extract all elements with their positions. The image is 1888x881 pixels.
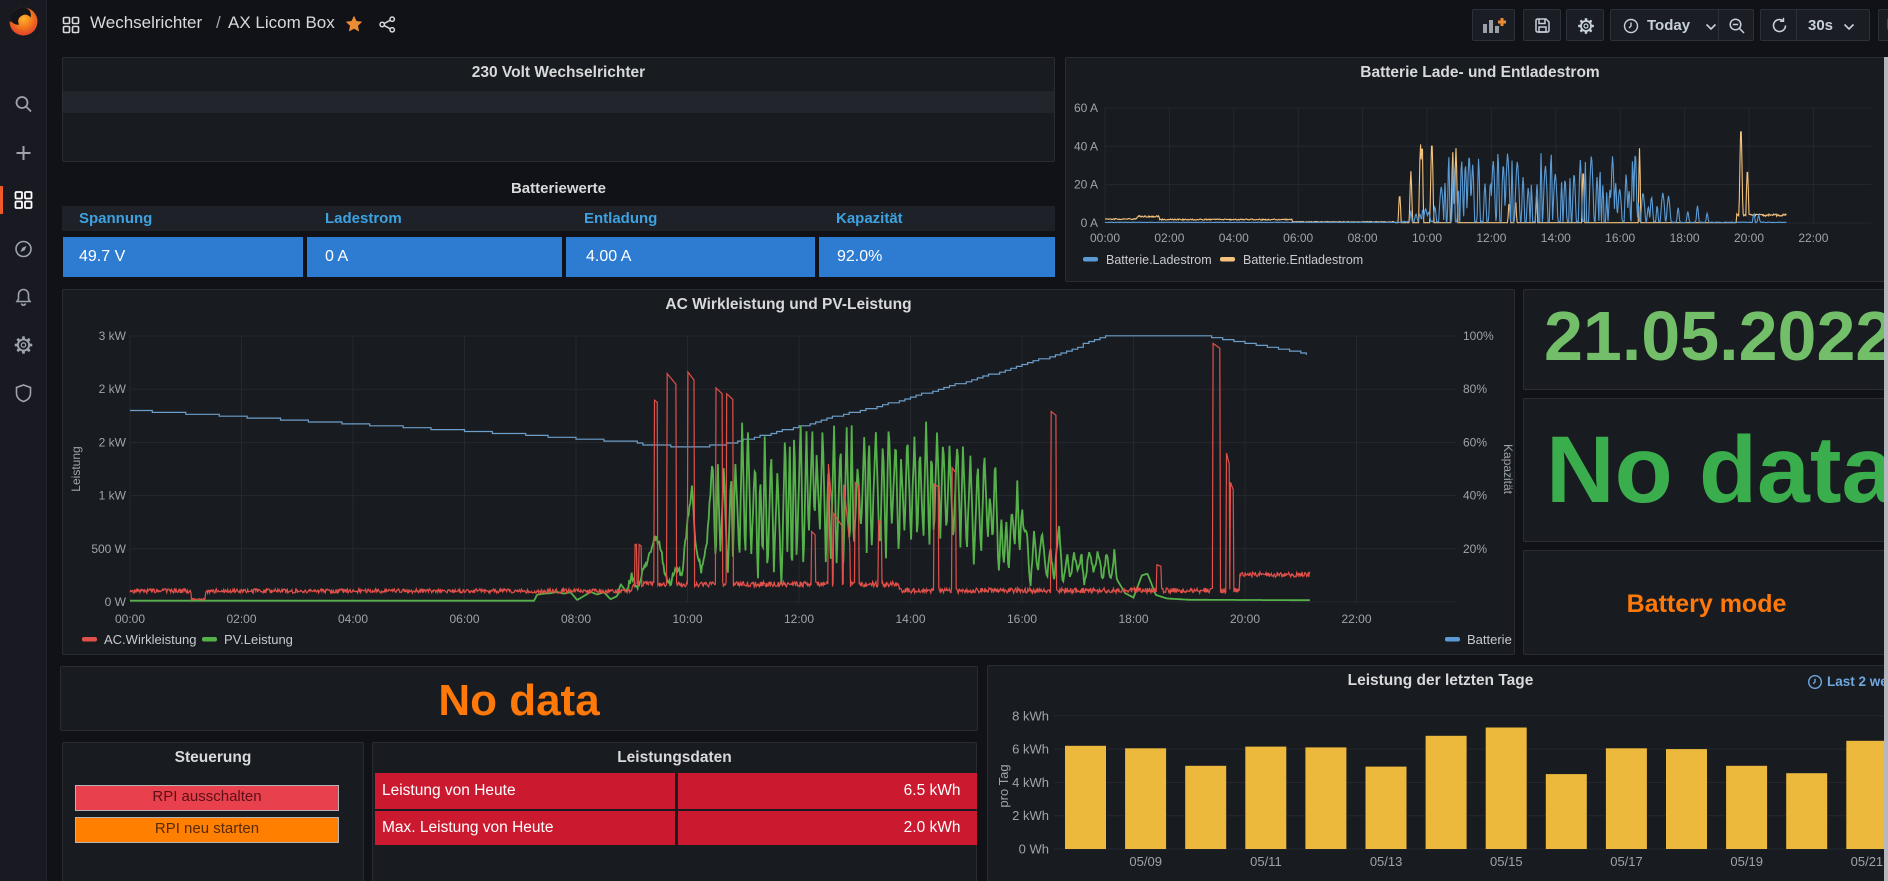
svg-text:1 kW: 1 kW — [99, 489, 127, 503]
svg-text:2 kW: 2 kW — [99, 435, 127, 449]
svg-text:05/11: 05/11 — [1250, 854, 1282, 869]
svg-text:22:00: 22:00 — [1798, 231, 1828, 245]
svg-text:0 W: 0 W — [105, 595, 127, 609]
svg-text:05/09: 05/09 — [1129, 854, 1162, 869]
svg-text:20:00: 20:00 — [1734, 231, 1764, 245]
svg-text:00:00: 00:00 — [115, 612, 145, 626]
svg-text:AC.Wirkleistung: AC.Wirkleistung — [104, 632, 196, 647]
svg-text:02:00: 02:00 — [1154, 231, 1184, 245]
svg-text:18:00: 18:00 — [1118, 612, 1148, 626]
svg-text:80%: 80% — [1463, 382, 1487, 396]
svg-text:3 kW: 3 kW — [99, 329, 127, 343]
svg-text:2 kW: 2 kW — [99, 382, 127, 396]
svg-text:18:00: 18:00 — [1670, 231, 1700, 245]
svg-text:16:00: 16:00 — [1605, 231, 1635, 245]
svg-text:05/15: 05/15 — [1490, 854, 1523, 869]
svg-text:500 W: 500 W — [91, 542, 126, 556]
svg-text:16:00: 16:00 — [1007, 612, 1037, 626]
svg-text:12:00: 12:00 — [1476, 231, 1506, 245]
svg-text:20%: 20% — [1463, 542, 1487, 556]
svg-text:Batterie.Entladestrom: Batterie.Entladestrom — [1243, 253, 1363, 267]
svg-text:Kapazität: Kapazität — [1501, 444, 1514, 495]
svg-text:12:00: 12:00 — [784, 612, 814, 626]
svg-text:14:00: 14:00 — [895, 612, 925, 626]
svg-text:60 A: 60 A — [1074, 101, 1098, 115]
svg-text:22:00: 22:00 — [1341, 612, 1371, 626]
svg-text:Batterie: Batterie — [1467, 632, 1512, 647]
svg-text:4 kWh: 4 kWh — [1012, 775, 1049, 790]
svg-text:08:00: 08:00 — [1348, 231, 1378, 245]
svg-text:05/17: 05/17 — [1610, 854, 1643, 869]
svg-text:05/19: 05/19 — [1730, 854, 1763, 869]
svg-text:pro Tag: pro Tag — [996, 764, 1011, 807]
svg-text:08:00: 08:00 — [561, 612, 591, 626]
svg-text:05/13: 05/13 — [1370, 854, 1403, 869]
svg-text:8 kWh: 8 kWh — [1012, 708, 1049, 723]
svg-text:2 kWh: 2 kWh — [1012, 808, 1049, 823]
svg-text:6 kWh: 6 kWh — [1012, 742, 1049, 757]
svg-text:0 A: 0 A — [1081, 216, 1098, 230]
svg-text:05/21: 05/21 — [1851, 854, 1884, 869]
svg-text:20:00: 20:00 — [1230, 612, 1260, 626]
svg-text:10:00: 10:00 — [1412, 231, 1442, 245]
svg-text:10:00: 10:00 — [672, 612, 702, 626]
svg-text:06:00: 06:00 — [449, 612, 479, 626]
svg-text:04:00: 04:00 — [1219, 231, 1249, 245]
svg-text:40%: 40% — [1463, 489, 1487, 503]
svg-text:06:00: 06:00 — [1283, 231, 1313, 245]
svg-text:20 A: 20 A — [1074, 178, 1098, 192]
svg-text:Batterie.Ladestrom: Batterie.Ladestrom — [1106, 253, 1212, 267]
svg-text:04:00: 04:00 — [338, 612, 368, 626]
svg-text:PV.Leistung: PV.Leistung — [224, 632, 293, 647]
svg-text:0 Wh: 0 Wh — [1019, 842, 1049, 857]
svg-text:00:00: 00:00 — [1090, 231, 1120, 245]
svg-text:14:00: 14:00 — [1541, 231, 1571, 245]
svg-text:60%: 60% — [1463, 435, 1487, 449]
svg-text:40 A: 40 A — [1074, 139, 1098, 153]
svg-text:02:00: 02:00 — [226, 612, 256, 626]
svg-text:100%: 100% — [1463, 329, 1494, 343]
svg-text:Leistung: Leistung — [69, 446, 83, 491]
